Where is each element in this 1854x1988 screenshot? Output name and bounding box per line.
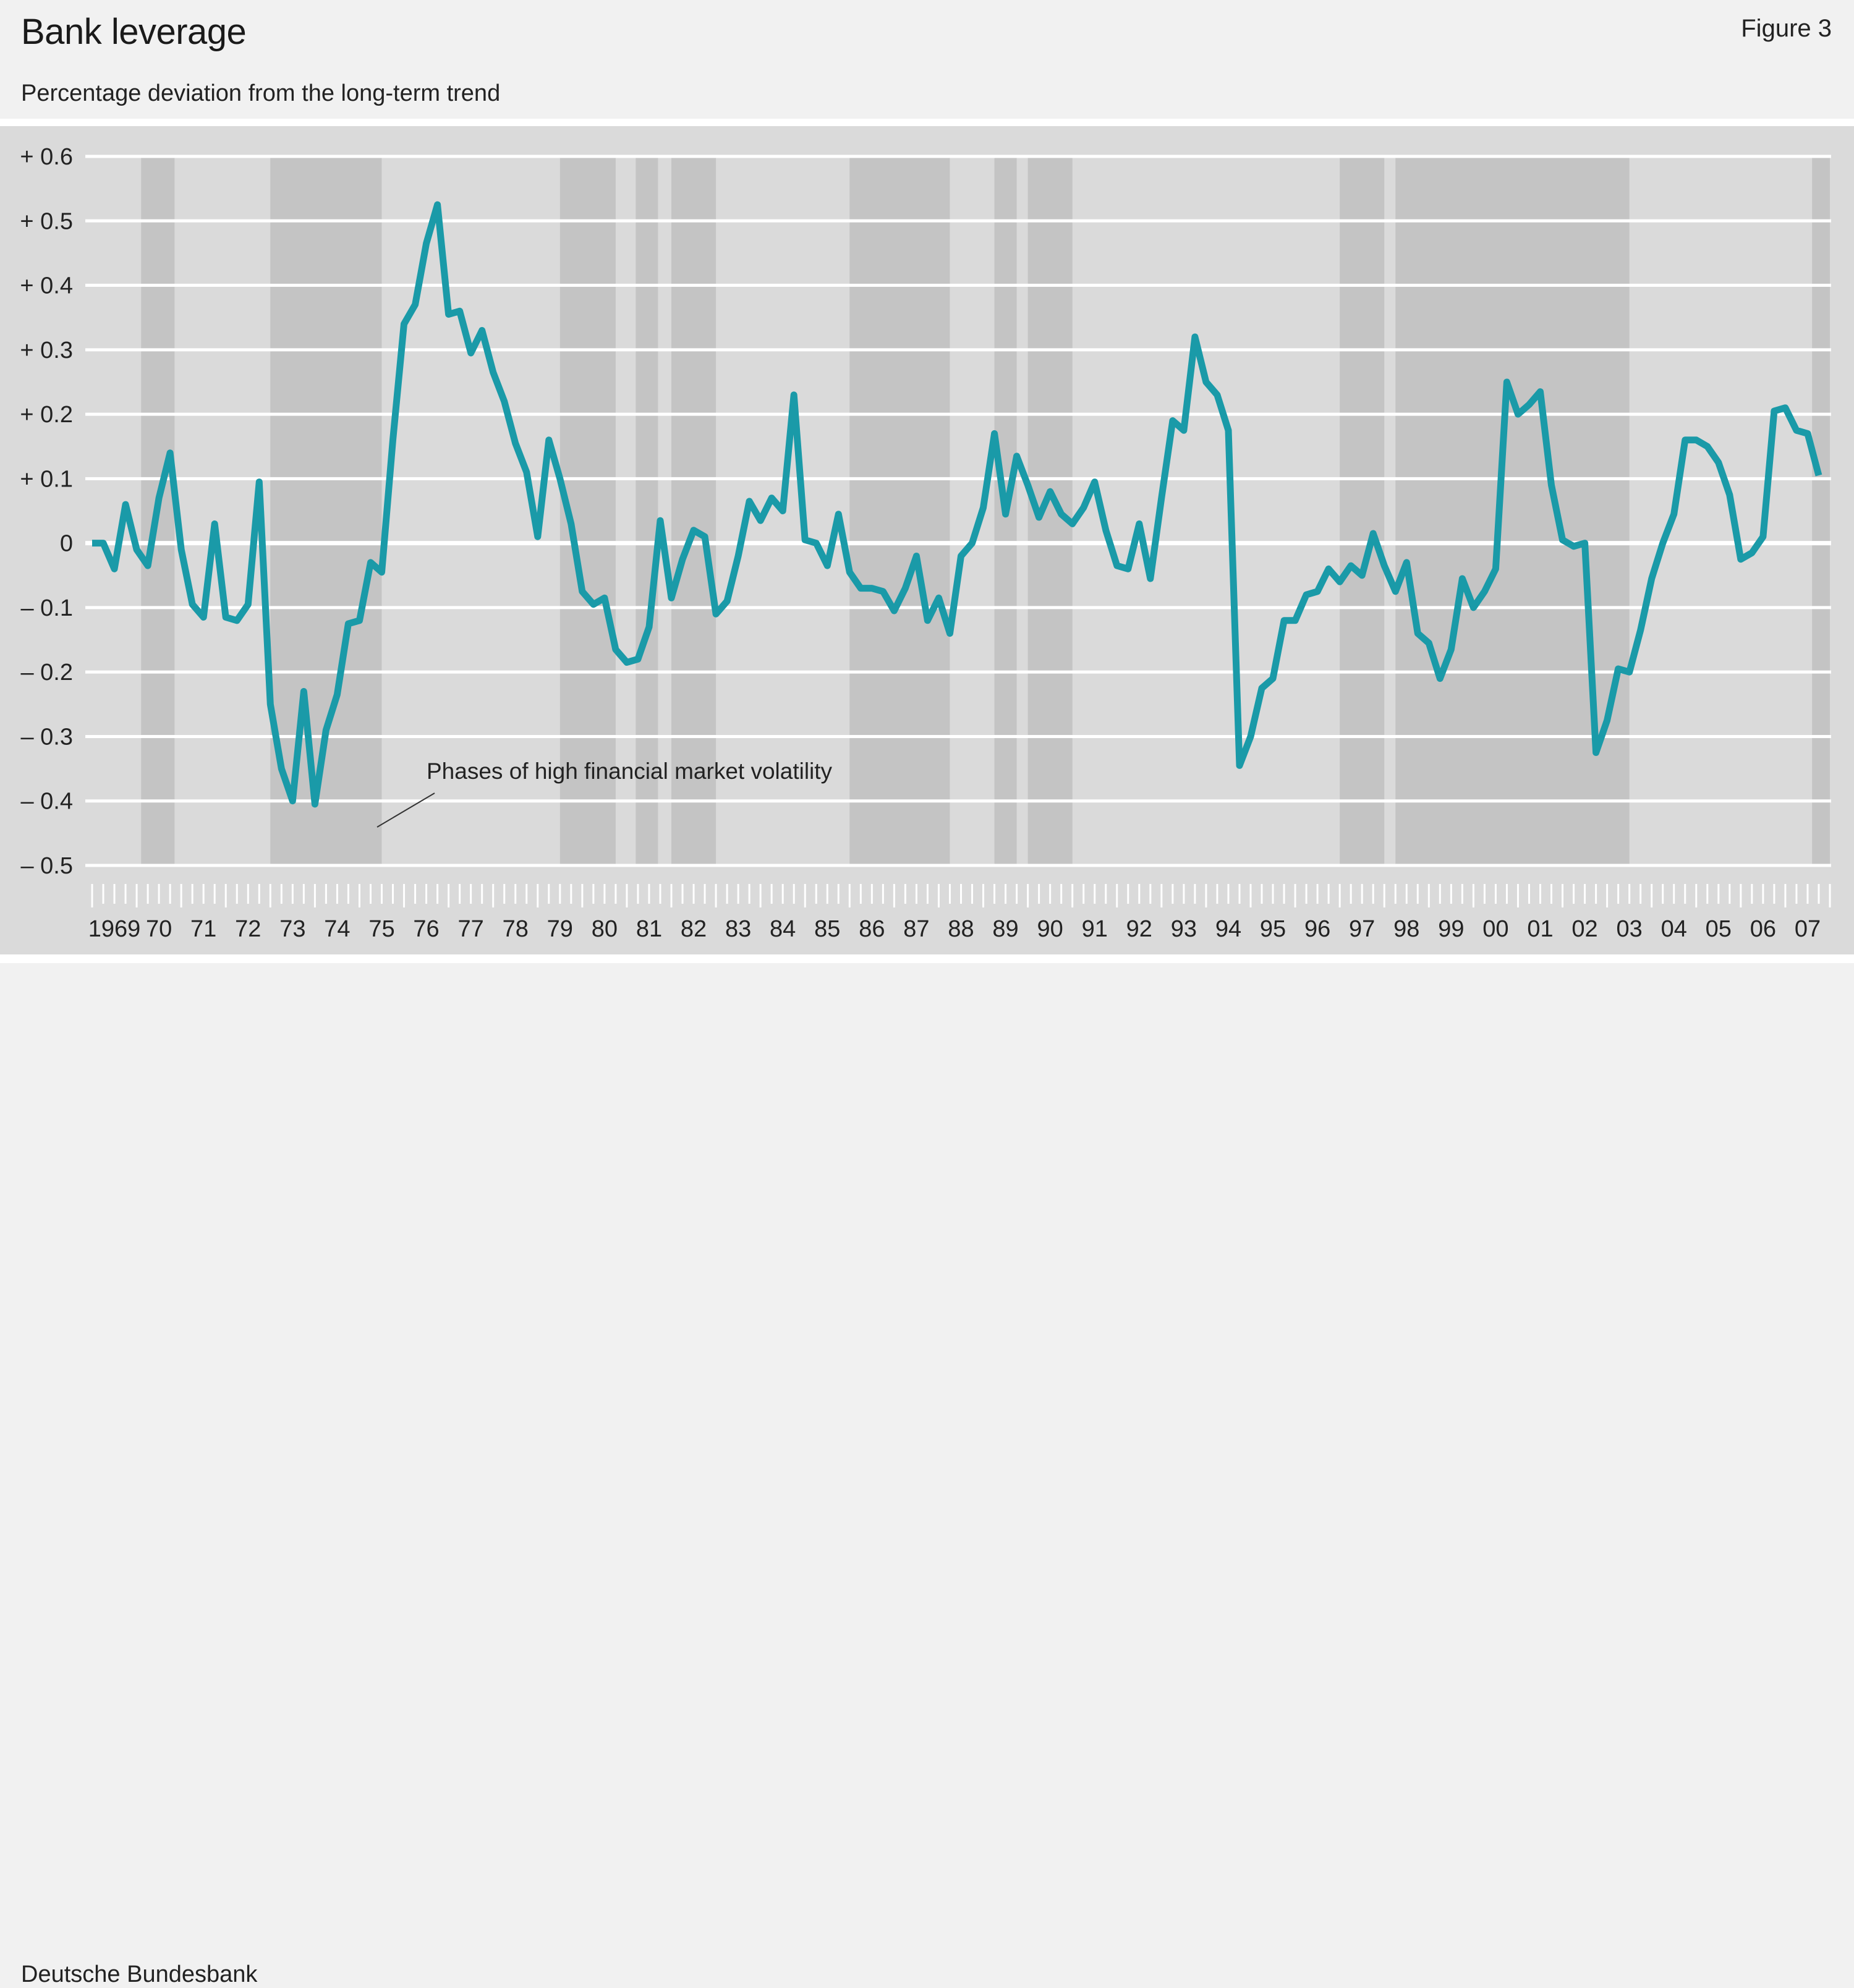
x-tick-label: 94: [1215, 916, 1241, 942]
x-tick-label: 84: [770, 916, 796, 942]
chart-subtitle: Percentage deviation from the long-term …: [21, 80, 501, 106]
chart-title: Bank leverage: [21, 12, 247, 52]
y-tick-label: – 0.4: [20, 789, 73, 815]
x-tick-label: 88: [948, 916, 974, 942]
x-tick-label: 96: [1304, 916, 1330, 942]
x-tick-label: 81: [636, 916, 662, 942]
annotation-group: Phases of high financial market volatili…: [376, 758, 833, 828]
volatility-shading: [141, 156, 1830, 865]
top-divider: [0, 119, 1854, 126]
y-tick-label: – 0.5: [20, 853, 73, 879]
x-tick-label: 92: [1126, 916, 1152, 942]
y-tick-label: + 0.5: [20, 208, 73, 234]
x-tick-label: 04: [1661, 916, 1687, 942]
volatility-band: [849, 156, 950, 865]
x-tick-label: 97: [1349, 916, 1375, 942]
x-tick-label: 99: [1438, 916, 1464, 942]
x-tick-label: 93: [1171, 916, 1197, 942]
y-tick-label: + 0.4: [20, 273, 73, 299]
x-tick-label: 07: [1795, 916, 1821, 942]
y-tick-label: 0: [60, 531, 73, 557]
x-tick-label: 76: [413, 916, 439, 942]
y-tick-label: – 0.2: [20, 660, 73, 686]
x-tick-label: 98: [1393, 916, 1419, 942]
x-tick-label: 05: [1706, 916, 1732, 942]
x-tick-label: 77: [458, 916, 484, 942]
series-group: [92, 201, 1822, 808]
volatility-band: [1340, 156, 1385, 865]
x-tick-label: 74: [324, 916, 350, 942]
figure-number: Figure 3: [1741, 15, 1832, 42]
x-tick-label: 71: [190, 916, 216, 942]
x-tick-label: 89: [992, 916, 1018, 942]
x-tick-label: 82: [681, 916, 707, 942]
gridlines: [85, 155, 1831, 867]
x-tick-label: 91: [1082, 916, 1108, 942]
y-tick-label: + 0.6: [20, 144, 73, 170]
x-tick-label: 85: [814, 916, 840, 942]
x-tick-label: 87: [903, 916, 929, 942]
x-tick-label: 79: [547, 916, 573, 942]
volatility-band: [1395, 156, 1630, 865]
x-tick-label: 86: [859, 916, 885, 942]
x-tick-label: 01: [1527, 916, 1553, 942]
chart-header: Bank leverage Figure 3 Percentage deviat…: [0, 0, 1854, 117]
y-tick-label: + 0.1: [20, 466, 73, 492]
y-tick-label: – 0.3: [20, 724, 73, 750]
x-tick-label: 70: [146, 916, 172, 942]
x-tick-label: 73: [279, 916, 305, 942]
x-axis: 1969 70 71 72 73 74 75 76 77 78 79 80 81 82 83 84 85 86 87…: [88, 884, 1831, 942]
y-tick-label: + 0.2: [20, 402, 73, 428]
x-tick-label: 06: [1750, 916, 1776, 942]
volatility-band: [270, 156, 382, 865]
line-chart: + 0.6 + 0.5 + 0.4 + 0.3 + 0.2 + 0.1 0 – 0.1 – 0.…: [20, 144, 1831, 942]
x-tick-label: 02: [1571, 916, 1597, 942]
y-tick-label: – 0.1: [20, 595, 73, 621]
volatility-band: [636, 156, 658, 865]
volatility-band: [1812, 156, 1830, 865]
x-tick-label: 00: [1482, 916, 1508, 942]
x-tick-label: 03: [1617, 916, 1643, 942]
y-tick-label: + 0.3: [20, 338, 73, 363]
y-axis-labels: + 0.6 + 0.5 + 0.4 + 0.3 + 0.2 + 0.1 0 – 0.1 – 0.…: [20, 144, 73, 879]
series-line: [92, 201, 1822, 808]
x-tick-label: 75: [368, 916, 394, 942]
x-tick-label: 78: [503, 916, 529, 942]
x-tick-label: 90: [1037, 916, 1063, 942]
bottom-divider: [0, 954, 1854, 963]
annotation-leader-line: [376, 792, 435, 828]
source-label: Deutsche Bundesbank: [21, 1961, 258, 1987]
x-tick-label: 72: [235, 916, 261, 942]
x-tick-label: 95: [1260, 916, 1286, 942]
x-tick-label: 83: [725, 916, 751, 942]
x-tick-label: 80: [592, 916, 618, 942]
volatility-band: [671, 156, 717, 865]
x-tick-label: 1969: [88, 916, 141, 942]
annotation-text: Phases of high financial market volatili…: [427, 758, 833, 784]
